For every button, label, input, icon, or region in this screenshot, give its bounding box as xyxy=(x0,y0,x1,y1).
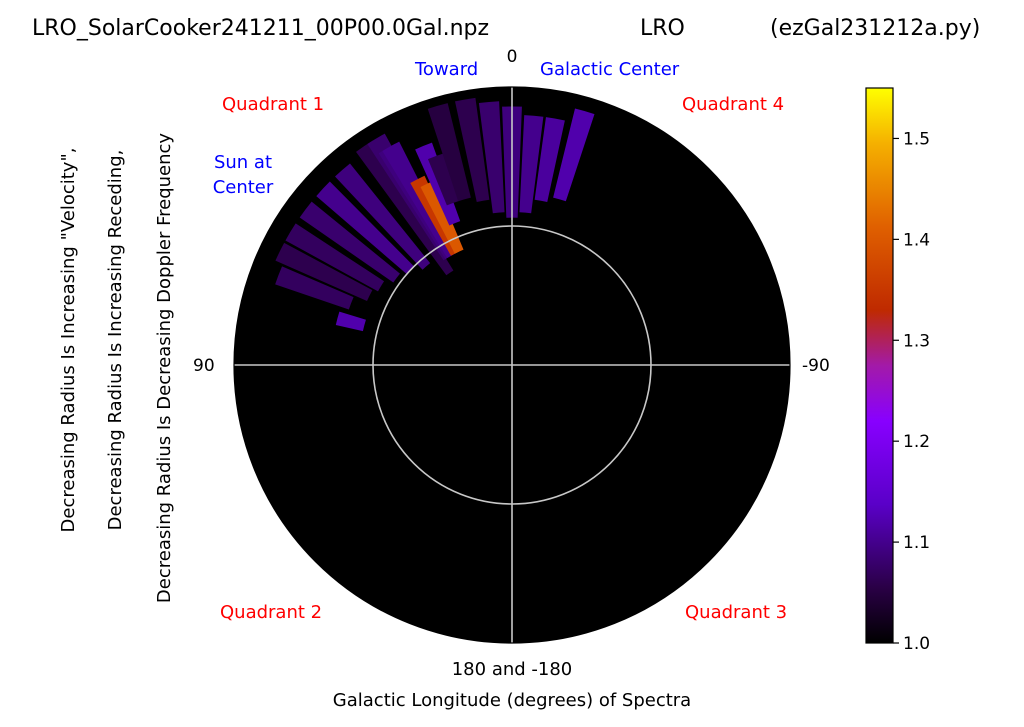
x-axis-label: Galactic Longitude (degrees) of Spectra xyxy=(333,690,691,711)
sun-label-line2: Center xyxy=(213,177,274,198)
heatmap-wedge-1 xyxy=(275,266,354,310)
colorbar-tick-label-2: 1.2 xyxy=(903,432,930,452)
toward-label: Toward xyxy=(414,59,478,80)
heatmap-wedge-4 xyxy=(299,201,400,283)
heatmap-wedge-0 xyxy=(335,311,366,332)
colorbar-ticks: 1.0 1.1 1.2 1.3 1.4 1.5 xyxy=(893,129,930,654)
heatmap-wedge-3 xyxy=(285,223,385,292)
heatmap-wedge-15 xyxy=(427,103,471,202)
quadrant-4-label: Quadrant 4 xyxy=(682,94,784,115)
y-axis-label-line1: Decreasing Radius Is Increasing "Velocit… xyxy=(58,148,79,533)
heatmap-wedge-21 xyxy=(553,108,595,202)
theta-label-90: 90 xyxy=(193,356,215,376)
colorbar-tick-label-5: 1.5 xyxy=(903,129,930,149)
heatmap-wedge-13 xyxy=(415,142,461,226)
polar-frame xyxy=(233,86,791,644)
heatmap-wedge-19 xyxy=(519,115,544,214)
colorbar-tick-label-1: 1.1 xyxy=(903,533,930,553)
heatmap-wedge-12 xyxy=(420,180,464,254)
heatmap-wedge-16 xyxy=(455,97,490,202)
quadrant-3-label: Quadrant 3 xyxy=(685,602,787,623)
colorbar-tick-label-4: 1.4 xyxy=(903,230,930,250)
theta-label-180: 180 and -180 xyxy=(452,659,573,680)
heatmap-wedge-14 xyxy=(427,153,460,206)
site-title: LRO xyxy=(640,16,685,41)
heatmap-wedge-5 xyxy=(316,181,415,275)
quadrant-1-label: Quadrant 1 xyxy=(222,94,324,115)
heatmap-wedge-20 xyxy=(534,117,565,202)
heatmap-wedge-2 xyxy=(275,242,373,302)
colorbar-tick-label-0: 1.0 xyxy=(903,634,930,654)
y-axis-label-line2: Decreasing Radius Is Increasing Receding… xyxy=(105,150,126,531)
theta-label-neg90: -90 xyxy=(802,356,830,376)
heatmap-wedge-7 xyxy=(356,140,454,276)
quadrant-2-label: Quadrant 2 xyxy=(220,602,322,623)
sun-label-line1: Sun at xyxy=(214,152,272,173)
colorbar-tick-label-3: 1.3 xyxy=(903,331,930,351)
heatmap-wedge-17 xyxy=(478,101,505,214)
heatmap-wedge-6 xyxy=(335,163,431,270)
y-axis-label-line3: Decreasing Radius Is Decreasing Doppler … xyxy=(154,133,175,603)
file-title: LRO_SolarCooker241211_00P00.0Gal.npz xyxy=(32,16,489,41)
theta-label-0: 0 xyxy=(507,47,518,67)
script-title: (ezGal231212a.py) xyxy=(770,16,980,41)
colorbar xyxy=(865,87,894,644)
heatmap-wedges xyxy=(275,97,595,332)
galactic-center-label: Galactic Center xyxy=(540,59,680,80)
